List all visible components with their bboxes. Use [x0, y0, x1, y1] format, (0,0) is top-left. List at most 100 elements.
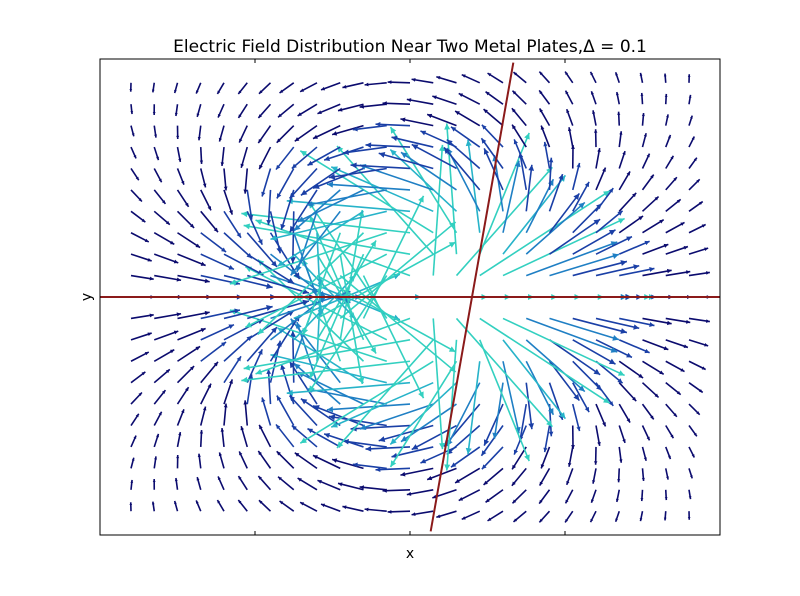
field-arrow: [618, 192, 637, 212]
field-arrow: [595, 317, 640, 330]
x-axis-label: x: [406, 546, 414, 562]
field-arrow: [293, 189, 341, 232]
field-arrow: [153, 330, 179, 341]
field-arrow: [688, 403, 701, 416]
field-arrow: [270, 210, 387, 241]
field-arrow: [618, 131, 623, 148]
field-arrow: [359, 103, 387, 109]
field-arrow: [479, 132, 530, 255]
field-arrow: [688, 446, 696, 458]
field-arrow: [525, 382, 535, 430]
field-arrow: [688, 360, 707, 371]
field-arrow: [177, 274, 210, 284]
field-arrow: [292, 232, 318, 296]
field-arrow: [176, 431, 182, 448]
field-arrow: [199, 430, 204, 447]
field-arrow: [275, 423, 295, 448]
field-arrow: [364, 507, 387, 512]
field-arrow: [174, 104, 179, 117]
field-arrow: [480, 137, 504, 169]
field-arrow: [220, 146, 225, 167]
field-arrow: [420, 130, 457, 148]
field-arrow: [511, 107, 527, 127]
field-arrow: [420, 446, 457, 464]
field-arrow: [454, 467, 481, 484]
field-arrow: [688, 94, 692, 105]
field-arrow: [465, 139, 481, 233]
field-arrow: [540, 446, 551, 469]
field-arrow: [665, 176, 678, 191]
field-arrow: [277, 476, 295, 491]
field-arrow: [592, 110, 597, 126]
field-arrow: [337, 482, 364, 491]
field-arrow: [300, 398, 341, 427]
field-arrow: [130, 313, 154, 320]
field-arrow: [543, 141, 551, 169]
field-arrow: [548, 404, 554, 437]
field-arrow: [641, 153, 651, 169]
field-arrow: [200, 210, 219, 233]
field-arrow: [592, 468, 597, 484]
field-arrow: [640, 489, 644, 502]
field-arrow: [665, 134, 672, 148]
field-arrow: [458, 489, 481, 502]
field-arrow: [173, 500, 179, 512]
field-arrow: [461, 510, 481, 521]
field-arrow: [458, 92, 481, 105]
field-arrow: [312, 454, 341, 470]
field-arrow: [525, 360, 555, 416]
field-arrow: [199, 406, 207, 426]
field-arrow: [487, 72, 504, 84]
field-arrow: [130, 457, 135, 469]
field-arrow: [216, 499, 225, 512]
field-arrow: [567, 446, 574, 467]
field-arrow: [618, 360, 644, 379]
field-arrow: [572, 181, 590, 212]
field-arrow: [479, 317, 611, 404]
field-arrow: [223, 189, 234, 215]
field-arrow: [590, 489, 597, 504]
field-arrow: [595, 187, 614, 212]
field-arrow: [216, 82, 225, 95]
field-arrow: [406, 488, 434, 496]
field-arrow: [257, 475, 272, 491]
field-arrow: [511, 90, 527, 105]
field-arrow: [572, 360, 603, 391]
field-arrow: [688, 468, 693, 479]
field-arrow: [513, 139, 527, 169]
field-arrow: [307, 146, 341, 167]
field-arrow: [326, 181, 411, 191]
field-arrow: [664, 114, 669, 126]
field-arrow: [130, 332, 152, 341]
field-arrow: [237, 82, 248, 95]
field-arrow: [549, 339, 601, 376]
field-arrow: [487, 510, 504, 522]
field-arrow: [153, 348, 175, 362]
chart-title: Electric Field Distribution Near Two Met…: [173, 37, 647, 57]
field-arrow: [130, 351, 150, 362]
field-arrow: [512, 510, 527, 523]
field-arrow: [688, 425, 698, 437]
field-arrow: [688, 178, 701, 191]
field-arrow: [130, 479, 134, 490]
field-arrow: [258, 82, 272, 95]
field-arrow: [593, 129, 598, 148]
field-arrow: [444, 339, 458, 471]
field-arrow: [688, 223, 707, 234]
field-arrow: [276, 125, 295, 144]
field-arrow: [316, 232, 324, 317]
field-arrow: [465, 361, 481, 455]
field-arrow: [276, 168, 295, 199]
field-arrow: [642, 268, 672, 277]
field-arrow: [406, 98, 434, 106]
field-arrow: [153, 411, 163, 426]
field-arrow: [642, 339, 669, 351]
field-arrow: [289, 189, 318, 233]
field-arrow: [387, 80, 411, 85]
field-arrow: [200, 232, 227, 253]
field-arrow: [200, 308, 241, 320]
field-arrow: [665, 317, 691, 324]
field-arrow: [565, 108, 574, 126]
field-arrow: [688, 157, 698, 169]
field-arrow: [261, 168, 272, 197]
